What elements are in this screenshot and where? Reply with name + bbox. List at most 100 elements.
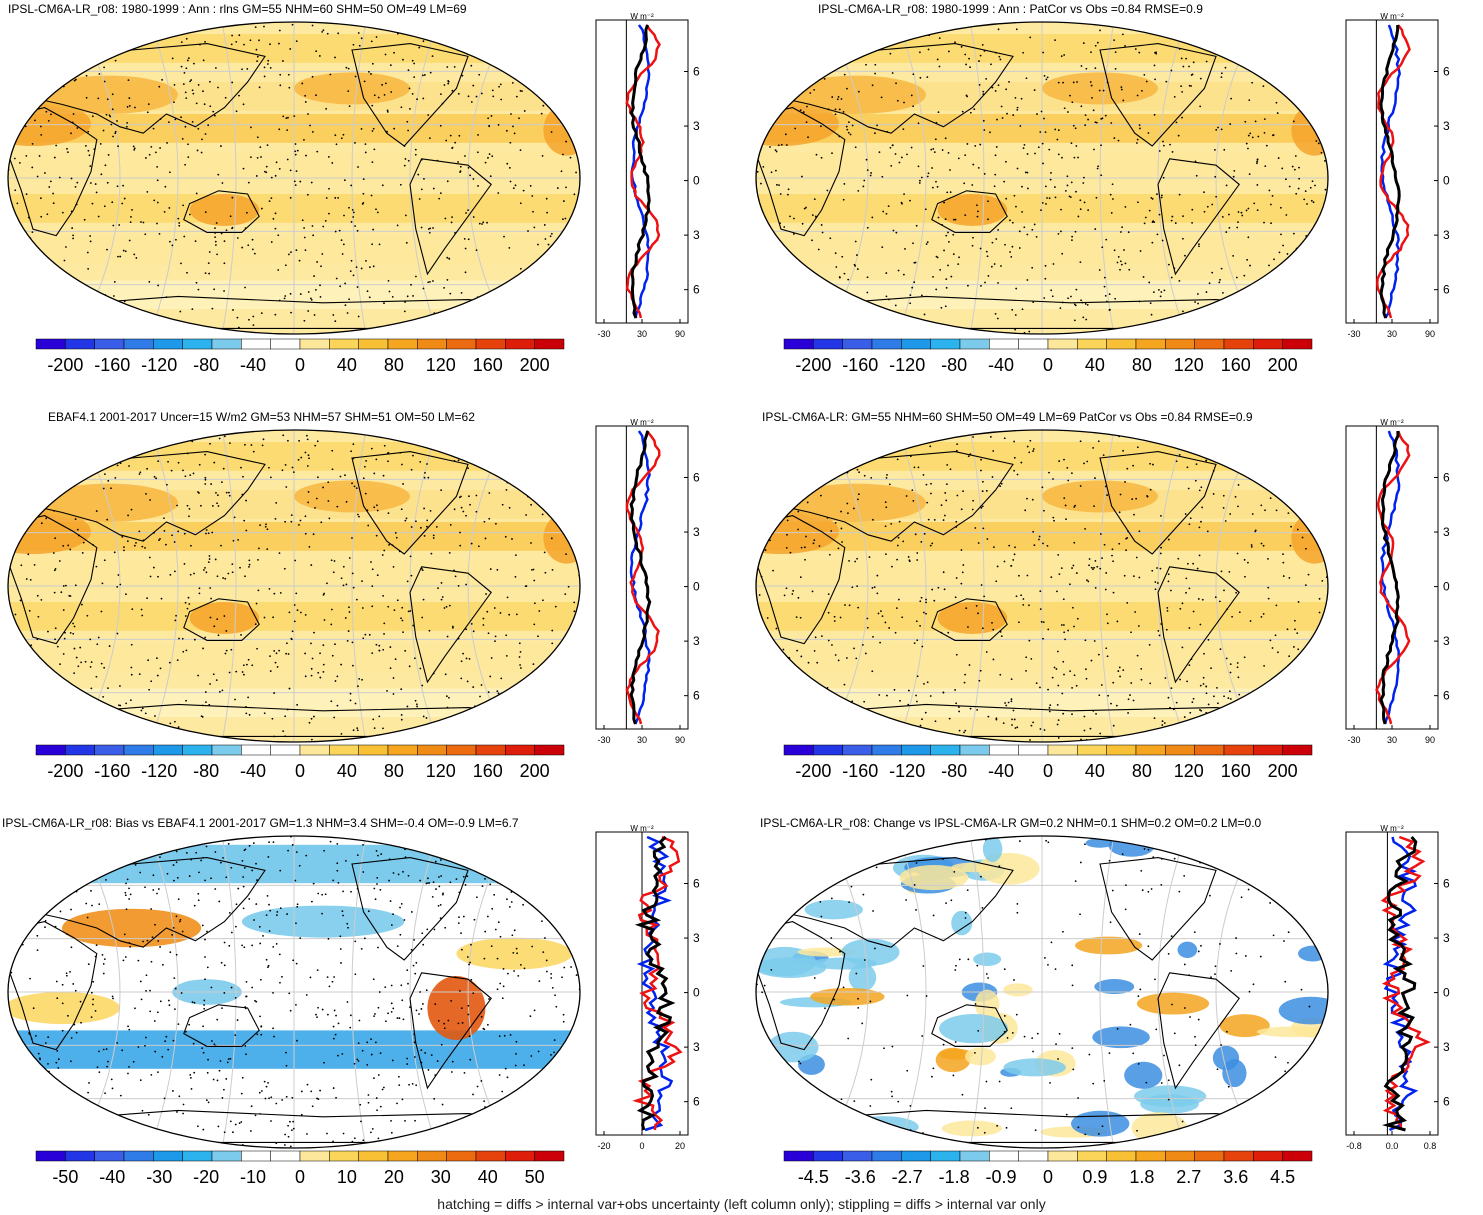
lat-label: 30S — [693, 634, 700, 648]
colorbar-swatch — [417, 1150, 447, 1162]
lat-label: 30N — [1443, 119, 1450, 133]
black-line — [1379, 24, 1401, 319]
world-map — [755, 429, 1329, 743]
coastline — [779, 451, 1014, 542]
colorbar-swatch — [783, 1150, 814, 1162]
colorbar-swatch — [901, 744, 931, 756]
colorbar-swatch — [94, 744, 125, 756]
colorbar-swatch — [1047, 744, 1078, 756]
colorbar: -200 -160 -120 -80 -40 0 40 80 120 160 200 — [35, 744, 565, 781]
lat-label: 60N — [1443, 877, 1450, 891]
colorbar-label: -80 — [193, 761, 219, 781]
colorbar-swatch — [123, 338, 154, 350]
colorbar-label: 160 — [1221, 355, 1251, 375]
coastline — [409, 158, 492, 276]
colorbar-swatch — [505, 1150, 535, 1162]
coastline — [1099, 451, 1217, 555]
blue-line — [1382, 836, 1419, 1132]
zonal-tick-label: -0.8 — [1346, 1141, 1362, 1151]
colorbar-swatch — [387, 338, 418, 350]
lat-label: 60N — [1443, 471, 1450, 485]
lat-label: 60S — [1443, 1095, 1450, 1109]
colorbar-label: -40 — [240, 355, 266, 375]
black-line — [629, 24, 651, 319]
world-map — [755, 835, 1329, 1149]
colorbar-label: 0 — [1043, 355, 1053, 375]
zonal-frame — [1345, 19, 1439, 324]
colorbar-label: 200 — [520, 355, 550, 375]
colorbar-label: 50 — [525, 1167, 545, 1187]
colorbar-swatch — [123, 744, 154, 756]
colorbar-swatch — [241, 338, 271, 350]
colorbar-swatch — [871, 744, 902, 756]
colorbar-swatch — [871, 338, 902, 350]
lat-label: 30S — [1443, 1040, 1450, 1054]
colorbar-swatch — [182, 338, 213, 350]
colorbar-label: -80 — [193, 355, 219, 375]
colorbar: -200 -160 -120 -80 -40 0 40 80 120 160 200 — [35, 338, 565, 375]
coastline — [1157, 972, 1240, 1090]
zonal-unit: W m⁻² — [1380, 12, 1404, 21]
lat-label: 30N — [693, 931, 700, 945]
panel-title: IPSL-CM6A-LR: GM=55 NHM=60 SHM=50 OM=49 … — [762, 410, 1253, 424]
colorbar-swatch — [211, 1150, 242, 1162]
colorbar-label: -1.8 — [939, 1167, 970, 1187]
colorbar-swatch — [1135, 744, 1166, 756]
colorbar-swatch — [1106, 1150, 1137, 1162]
zonal-tick-label: 90 — [1425, 329, 1435, 339]
lat-label: 30N — [1443, 525, 1450, 539]
coastline — [1099, 857, 1217, 961]
zonal-unit: W m⁻² — [1380, 824, 1404, 833]
zonal-tick-label: 30 — [1387, 329, 1397, 339]
colorbar-label: 160 — [473, 761, 503, 781]
lat-label: 30N — [1443, 931, 1450, 945]
coastline — [1099, 43, 1217, 147]
colorbar-swatch — [299, 338, 330, 350]
colorbar-label: 3.6 — [1223, 1167, 1248, 1187]
colorbar-swatch — [505, 338, 535, 350]
colorbar-swatch — [989, 744, 1019, 756]
colorbar-swatch — [123, 1150, 154, 1162]
coastline — [779, 857, 1014, 948]
colorbar-swatch — [1165, 1150, 1195, 1162]
panel-title: IPSL-CM6A-LR_r08: Bias vs EBAF4.1 2001-2… — [2, 816, 519, 830]
colorbar-swatch — [475, 744, 506, 756]
coastline — [183, 1004, 260, 1047]
colorbar-swatch — [417, 744, 447, 756]
world-map — [7, 835, 581, 1149]
map-border — [7, 429, 581, 743]
colorbar-swatch — [1106, 338, 1137, 350]
colorbar-label: 0 — [295, 355, 305, 375]
colorbar: -200 -160 -120 -80 -40 0 40 80 120 160 200 — [783, 338, 1313, 375]
lat-label: 60S — [1443, 689, 1450, 703]
lat-label: 60N — [1443, 65, 1450, 79]
colorbar-swatch — [959, 744, 990, 756]
coastline — [1157, 566, 1240, 684]
coastline — [931, 190, 1008, 233]
colorbar-label: 0 — [1043, 1167, 1053, 1187]
colorbar-label: 0 — [1043, 761, 1053, 781]
black-line — [1382, 836, 1418, 1132]
colorbar-swatch — [358, 338, 389, 350]
coastline — [31, 857, 266, 948]
colorbar-label: -120 — [141, 355, 177, 375]
colorbar-swatch — [475, 338, 506, 350]
colorbar-swatch — [1282, 338, 1313, 350]
colorbar-swatch — [1165, 744, 1195, 756]
colorbar-swatch — [65, 338, 95, 350]
colorbar-label: 120 — [1174, 761, 1204, 781]
colorbar-swatch — [35, 1150, 66, 1162]
zonal-tick-label: -20 — [597, 1141, 610, 1151]
colorbar-swatch — [94, 1150, 125, 1162]
colorbar-swatch — [989, 338, 1019, 350]
colorbar-swatch — [871, 1150, 902, 1162]
lat-label: 30S — [693, 228, 700, 242]
colorbar-swatch — [930, 338, 961, 350]
coastline — [757, 921, 846, 1051]
colorbar-swatch — [1194, 338, 1225, 350]
colorbar-swatch — [1282, 1150, 1313, 1162]
colorbar-label: 40 — [337, 761, 357, 781]
zonal-tick-label: 20 — [675, 1141, 685, 1151]
colorbar-label: -10 — [240, 1167, 266, 1187]
world-map — [755, 21, 1329, 335]
